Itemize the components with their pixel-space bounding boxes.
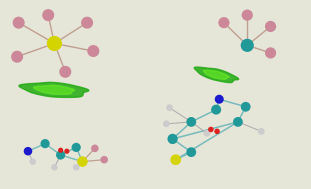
Point — [268, 51, 273, 54]
Point — [58, 149, 63, 152]
Point — [204, 132, 209, 135]
Point — [243, 105, 248, 108]
Point — [85, 21, 90, 24]
Polygon shape — [203, 70, 229, 79]
Point — [208, 128, 213, 131]
Point — [74, 146, 79, 149]
Point — [259, 130, 264, 133]
Point — [43, 142, 48, 145]
Point — [245, 44, 250, 47]
Point — [30, 160, 35, 163]
Point — [102, 158, 107, 161]
Point — [74, 166, 79, 169]
Point — [214, 108, 219, 111]
Point — [26, 150, 30, 153]
Point — [52, 166, 57, 169]
Point — [16, 21, 21, 24]
Point — [173, 158, 178, 161]
Point — [63, 70, 68, 73]
Polygon shape — [34, 85, 75, 94]
Polygon shape — [19, 82, 89, 97]
Point — [245, 14, 250, 17]
Point — [52, 42, 57, 45]
Point — [235, 120, 240, 123]
Point — [80, 160, 85, 163]
Point — [164, 122, 169, 125]
Point — [217, 98, 222, 101]
Point — [64, 150, 69, 153]
Point — [215, 130, 220, 133]
Point — [268, 25, 273, 28]
Point — [170, 137, 175, 140]
Point — [46, 14, 51, 17]
Polygon shape — [194, 67, 239, 83]
Point — [221, 21, 226, 24]
Point — [91, 50, 96, 53]
Point — [15, 55, 20, 58]
Point — [58, 153, 63, 156]
Point — [92, 147, 97, 150]
Point — [167, 106, 172, 109]
Point — [189, 120, 194, 123]
Point — [189, 151, 194, 154]
